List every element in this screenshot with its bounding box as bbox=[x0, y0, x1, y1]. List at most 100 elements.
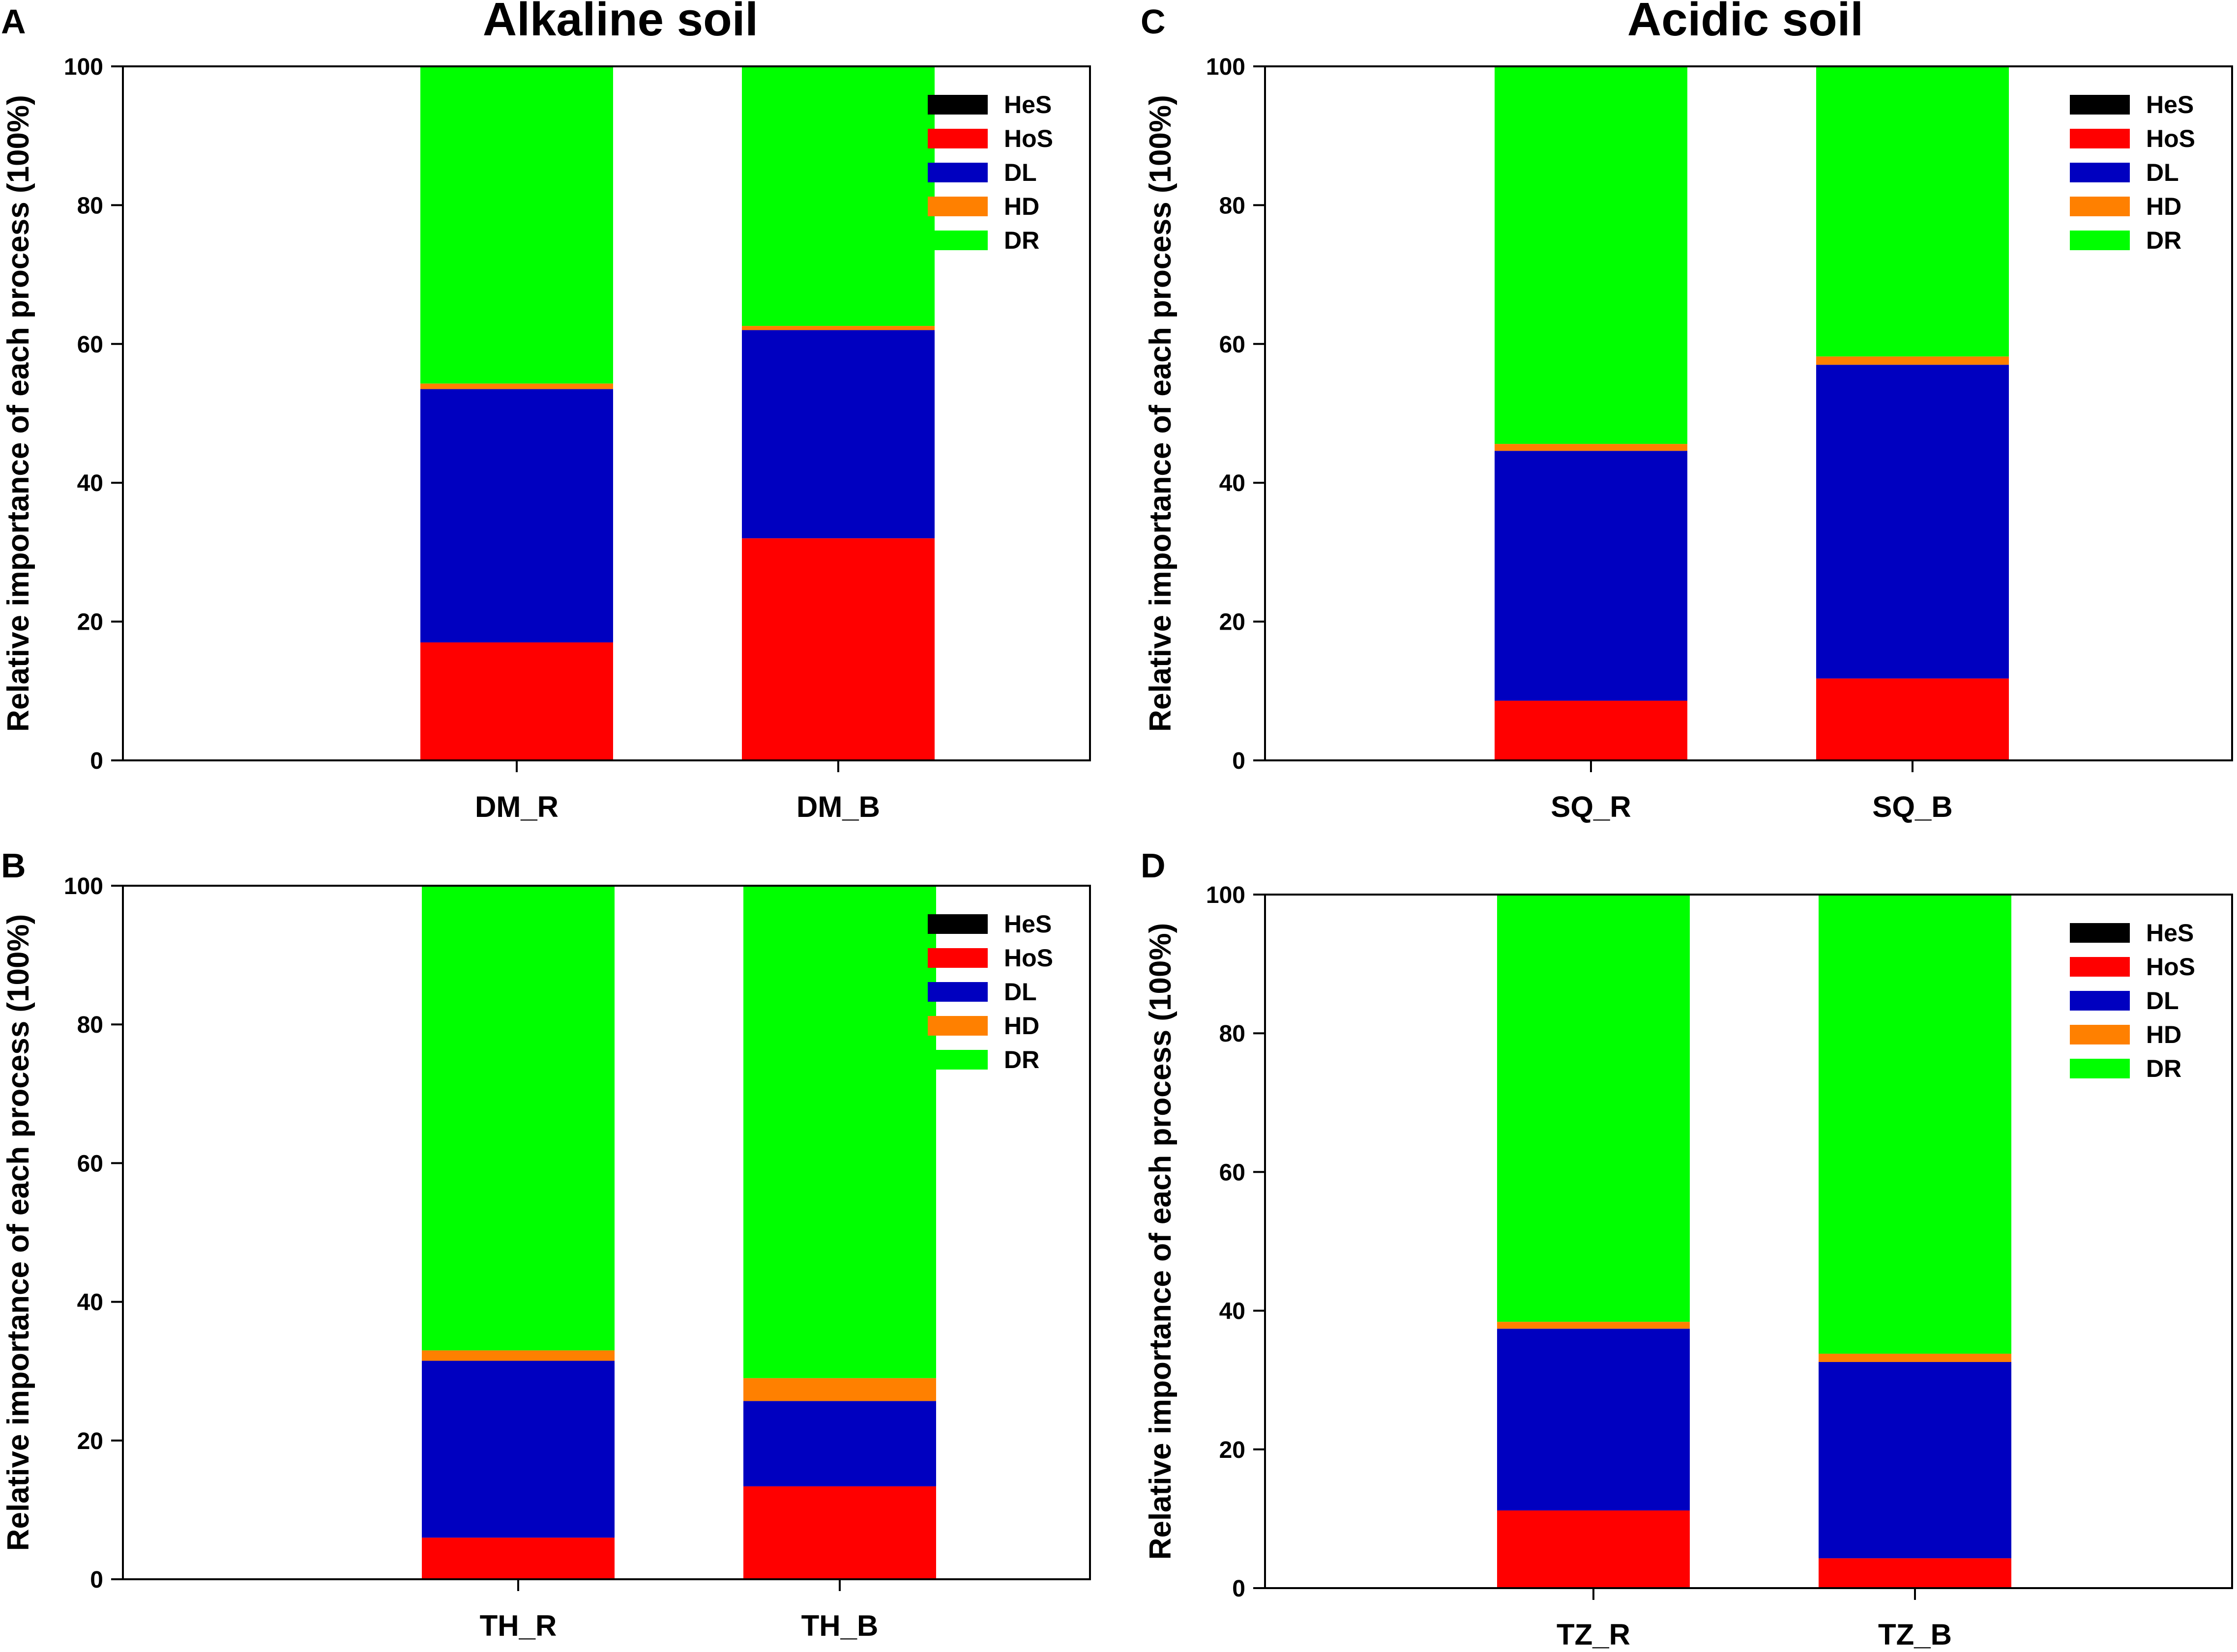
bar-sq_r-dr bbox=[1495, 66, 1687, 444]
legend-swatch-hos bbox=[928, 129, 988, 148]
legend-swatch-hd bbox=[2070, 197, 2130, 216]
y-tick-label: 80 bbox=[1219, 1021, 1245, 1047]
legend-swatch-dr bbox=[2070, 1059, 2130, 1078]
y-tick-label: 40 bbox=[77, 1290, 103, 1316]
legend-swatch-dr bbox=[2070, 231, 2130, 250]
x-tick-label: TH_R bbox=[480, 1609, 557, 1642]
y-tick-label: 0 bbox=[1232, 1576, 1245, 1602]
legend-swatch-hos bbox=[928, 948, 988, 968]
y-tick-label: 40 bbox=[77, 470, 103, 496]
chart-panel-b: B TH_R TH_B 0 20 40 60 80 100 Relative importance… bbox=[1, 846, 1091, 1642]
bar-sq_b-hd bbox=[1816, 356, 2009, 365]
legend-label-hos: HoS bbox=[2146, 953, 2195, 981]
bar-th_r-hos bbox=[422, 1537, 615, 1579]
legend-label-hos: HoS bbox=[1004, 125, 1053, 152]
y-tick-label: 100 bbox=[1206, 54, 1245, 80]
y-tick-label: 0 bbox=[90, 1567, 103, 1593]
legend-label-dl: DL bbox=[1004, 978, 1037, 1006]
bar-tz_b-dl bbox=[1819, 1362, 2011, 1559]
bar-th_b-hos bbox=[743, 1486, 936, 1579]
x-tick-label: TZ_R bbox=[1557, 1618, 1630, 1651]
legend-label-dr: DR bbox=[2146, 1055, 2181, 1082]
chart-panel-c: C SQ_R SQ_B 0 20 40 60 80 100 Relative importance… bbox=[1141, 2, 2233, 823]
bar-th_r-dl bbox=[422, 1361, 615, 1538]
legend-label-hos: HoS bbox=[1004, 944, 1053, 972]
plot-frame bbox=[122, 65, 1091, 761]
y-tick-label: 100 bbox=[64, 873, 103, 899]
legend-label-dl: DL bbox=[1004, 159, 1037, 186]
bar-tz_r-dl bbox=[1497, 1329, 1690, 1510]
y-tick-label: 60 bbox=[1219, 1159, 1245, 1186]
bar-th_b-hd bbox=[743, 1378, 936, 1401]
y-tick-label: 60 bbox=[77, 332, 103, 358]
bar-th_r-hd bbox=[422, 1350, 615, 1361]
y-axis-title: Relative importance of each process (100… bbox=[1144, 923, 1177, 1560]
legend-label-hos: HoS bbox=[2146, 125, 2195, 152]
x-tick-label: DM_B bbox=[796, 790, 880, 823]
bar-sq_b-dl bbox=[1816, 365, 2009, 679]
legend-swatch-dl bbox=[928, 163, 988, 182]
bar-th_b-dl bbox=[743, 1401, 936, 1486]
bar-sq_r-dl bbox=[1495, 451, 1687, 701]
legend-label-dr: DR bbox=[1004, 227, 1039, 254]
bar-dm_b-hos bbox=[742, 538, 935, 760]
y-tick-label: 80 bbox=[1219, 193, 1245, 219]
y-tick-label: 80 bbox=[77, 193, 103, 219]
legend-label-hd: HD bbox=[1004, 1012, 1039, 1040]
legend-label-dl: DL bbox=[2146, 159, 2179, 186]
legend-label-hes: HeS bbox=[2146, 919, 2194, 947]
y-tick-label: 20 bbox=[1219, 609, 1245, 636]
bar-tz_r-hd bbox=[1497, 1322, 1690, 1329]
y-tick-label: 40 bbox=[1219, 1299, 1245, 1325]
legend-swatch-hd bbox=[2070, 1025, 2130, 1044]
title-acidic-soil: Acidic soil bbox=[1627, 0, 1863, 46]
bar-th_b-dr bbox=[743, 886, 936, 1378]
legend-swatch-hes bbox=[2070, 923, 2130, 943]
bar-sq_b-dr bbox=[1816, 66, 2009, 357]
y-tick-label: 20 bbox=[77, 1428, 103, 1454]
y-tick-label: 0 bbox=[90, 748, 103, 774]
bar-dm_r-dl bbox=[420, 389, 613, 642]
plot-frame bbox=[1264, 894, 2233, 1589]
legend-label-hes: HeS bbox=[2146, 91, 2194, 118]
legend-label-hd: HD bbox=[2146, 193, 2181, 220]
legend-swatch-dl bbox=[2070, 991, 2130, 1011]
bar-th_r-dr bbox=[422, 886, 615, 1351]
bar-dm_b-dr bbox=[742, 66, 935, 326]
legend-swatch-hes bbox=[928, 914, 988, 934]
panel-letter: D bbox=[1141, 846, 1166, 885]
bar-sq_r-hos bbox=[1495, 700, 1687, 760]
y-tick-label: 0 bbox=[1232, 748, 1245, 774]
bar-dm_b-hd bbox=[742, 326, 935, 330]
plot-frame bbox=[122, 885, 1091, 1580]
legend-label-dr: DR bbox=[2146, 227, 2181, 254]
legend-label-dl: DL bbox=[2146, 987, 2179, 1014]
x-tick-label: SQ_B bbox=[1872, 790, 1952, 823]
y-tick-label: 20 bbox=[77, 609, 103, 636]
legend-swatch-hos bbox=[2070, 957, 2130, 977]
legend-swatch-hd bbox=[928, 1016, 988, 1036]
y-tick-label: 80 bbox=[77, 1012, 103, 1038]
y-axis-title: Relative importance of each process (100… bbox=[1144, 95, 1177, 732]
legend-swatch-hd bbox=[928, 197, 988, 216]
chart-panel-d: D TZ_R TZ_B 0 20 40 60 80 100 Relative importance… bbox=[1141, 846, 2233, 1651]
legend-swatch-dr bbox=[928, 1050, 988, 1070]
y-tick-label: 40 bbox=[1219, 470, 1245, 496]
title-alkaline-soil: Alkaline soil bbox=[483, 0, 758, 46]
legend-label-hd: HD bbox=[1004, 193, 1039, 220]
x-tick-label: TH_B bbox=[801, 1609, 879, 1642]
legend-label-dr: DR bbox=[1004, 1046, 1039, 1073]
y-axis-title: Relative importance of each process (100… bbox=[1, 95, 35, 732]
bar-sq_r-hd bbox=[1495, 444, 1687, 451]
bar-tz_r-hos bbox=[1497, 1510, 1690, 1588]
bar-dm_r-hos bbox=[420, 642, 613, 760]
bar-tz_b-hos bbox=[1819, 1558, 2011, 1588]
x-tick-label: SQ_R bbox=[1551, 790, 1631, 823]
y-tick-label: 20 bbox=[1219, 1437, 1245, 1463]
legend-label-hes: HeS bbox=[1004, 91, 1052, 118]
y-tick-label: 60 bbox=[1219, 332, 1245, 358]
panel-letter: B bbox=[1, 846, 26, 885]
panel-letter: A bbox=[1, 2, 26, 41]
legend-swatch-hes bbox=[2070, 95, 2130, 115]
